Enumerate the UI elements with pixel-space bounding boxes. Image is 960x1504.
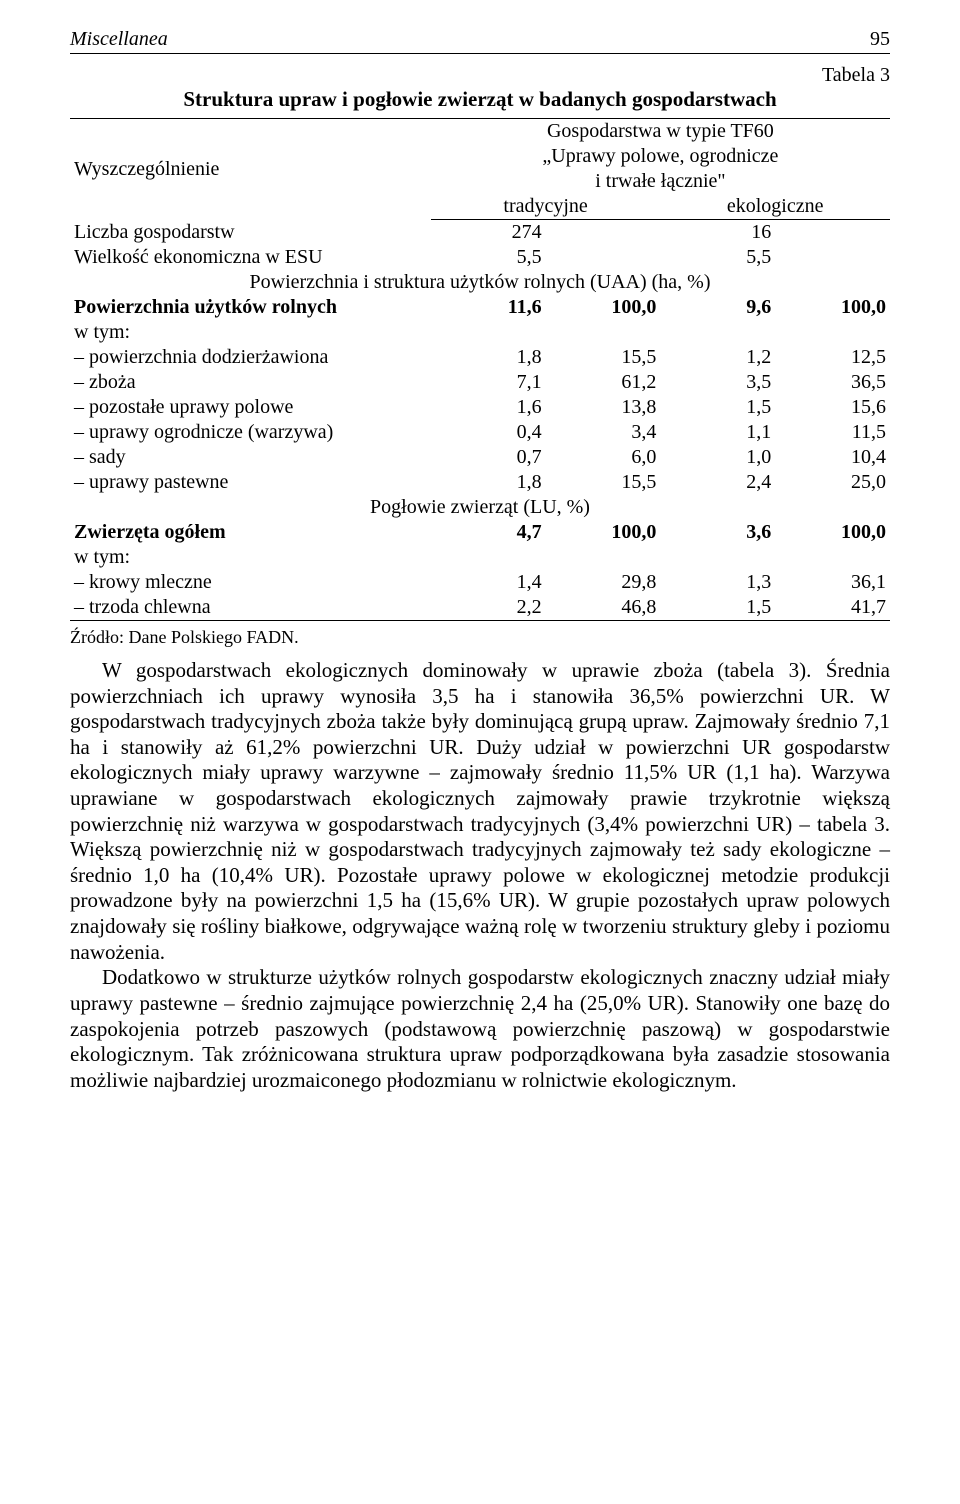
paragraph: W gospodarstwach ekologicznych dominował… <box>70 658 890 965</box>
row-label: – trzoda chlewna <box>70 595 431 621</box>
cell: 36,5 <box>775 370 890 395</box>
cell: 25,0 <box>775 470 890 495</box>
row-label: – uprawy pastewne <box>70 470 431 495</box>
cell <box>775 220 890 246</box>
body-text: W gospodarstwach ekologicznych dominował… <box>70 658 890 1093</box>
row-label: Wielkość ekonomiczna w ESU <box>70 245 431 270</box>
paragraph: Dodatkowo w strukturze użytków rolnych g… <box>70 965 890 1093</box>
cell: 10,4 <box>775 445 890 470</box>
cell: 16 <box>660 220 775 246</box>
section-head-uaa: Powierzchnia i struktura użytków rolnych… <box>70 270 890 295</box>
table-row: Powierzchnia użytków rolnych 11,6 100,0 … <box>70 295 890 320</box>
table-title: Struktura upraw i pogłowie zwierząt w ba… <box>70 87 890 112</box>
running-head: Miscellanea 95 <box>70 28 890 54</box>
row-label: Zwierzęta ogółem <box>70 520 431 545</box>
table-row: Zwierzęta ogółem 4,7 100,0 3,6 100,0 <box>70 520 890 545</box>
page: Miscellanea 95 Tabela 3 Struktura upraw … <box>0 0 960 1504</box>
cell: 15,5 <box>546 345 661 370</box>
cell: 2,4 <box>660 470 775 495</box>
header-sub-left: tradycyjne <box>431 194 661 220</box>
cell: 15,6 <box>775 395 890 420</box>
table-header-row: Wyszczególnienie Gospodarstwa w typie TF… <box>70 119 890 145</box>
table-row: – trzoda chlewna 2,2 46,8 1,5 41,7 <box>70 595 890 621</box>
cell: 1,8 <box>431 470 546 495</box>
table-row: Liczba gospodarstw 274 16 <box>70 220 890 246</box>
row-label: – uprawy ogrodnicze (warzywa) <box>70 420 431 445</box>
cell: 1,6 <box>431 395 546 420</box>
row-label: – pozostałe uprawy polowe <box>70 395 431 420</box>
cell: 1,3 <box>660 570 775 595</box>
cell <box>775 245 890 270</box>
row-label: – powierzchnia dodzierżawiona <box>70 345 431 370</box>
table-row: w tym: <box>70 545 890 570</box>
cell: 1,8 <box>431 345 546 370</box>
cell: 61,2 <box>546 370 661 395</box>
table-row: – uprawy pastewne 1,8 15,5 2,4 25,0 <box>70 470 890 495</box>
cell: 100,0 <box>546 295 661 320</box>
cell: 15,5 <box>546 470 661 495</box>
cell: 41,7 <box>775 595 890 621</box>
table-source: Źródło: Dane Polskiego FADN. <box>70 627 890 648</box>
data-table: Wyszczególnienie Gospodarstwa w typie TF… <box>70 118 890 621</box>
table-row: – powierzchnia dodzierżawiona 1,8 15,5 1… <box>70 345 890 370</box>
cell: 2,2 <box>431 595 546 621</box>
table-row: – sady 0,7 6,0 1,0 10,4 <box>70 445 890 470</box>
cell: 3,5 <box>660 370 775 395</box>
cell: 36,1 <box>775 570 890 595</box>
cell: 11,5 <box>775 420 890 445</box>
cell: 6,0 <box>546 445 661 470</box>
header-group-line3: i trwałe łącznie" <box>431 169 890 194</box>
section-head-lu: Pogłowie zwierząt (LU, %) <box>70 495 890 520</box>
cell: 9,6 <box>660 295 775 320</box>
row-label: w tym: <box>70 320 431 345</box>
cell: 29,8 <box>546 570 661 595</box>
row-label: Liczba gospodarstw <box>70 220 431 246</box>
table-row: Wielkość ekonomiczna w ESU 5,5 5,5 <box>70 245 890 270</box>
header-col1: Wyszczególnienie <box>70 119 431 220</box>
running-title: Miscellanea <box>70 28 168 51</box>
cell: 100,0 <box>775 520 890 545</box>
row-label: w tym: <box>70 545 431 570</box>
row-label: Powierzchnia użytków rolnych <box>70 295 431 320</box>
row-label: – zboża <box>70 370 431 395</box>
header-sub-right: ekologiczne <box>660 194 890 220</box>
cell: 11,6 <box>431 295 546 320</box>
cell: 1,1 <box>660 420 775 445</box>
row-label: – krowy mleczne <box>70 570 431 595</box>
cell: 5,5 <box>431 245 546 270</box>
cell: 1,2 <box>660 345 775 370</box>
table-row: – krowy mleczne 1,4 29,8 1,3 36,1 <box>70 570 890 595</box>
cell: 100,0 <box>546 520 661 545</box>
cell: 3,4 <box>546 420 661 445</box>
cell: 12,5 <box>775 345 890 370</box>
cell <box>546 245 661 270</box>
cell: 100,0 <box>775 295 890 320</box>
section-label: Powierzchnia i struktura użytków rolnych… <box>70 270 890 295</box>
cell: 1,0 <box>660 445 775 470</box>
table-label: Tabela 3 <box>70 64 890 87</box>
cell: 1,5 <box>660 395 775 420</box>
cell: 46,8 <box>546 595 661 621</box>
table-row: – zboża 7,1 61,2 3,5 36,5 <box>70 370 890 395</box>
page-number: 95 <box>870 28 890 51</box>
cell: 4,7 <box>431 520 546 545</box>
section-label: Pogłowie zwierząt (LU, %) <box>70 495 890 520</box>
table-row: w tym: <box>70 320 890 345</box>
table-row: – pozostałe uprawy polowe 1,6 13,8 1,5 1… <box>70 395 890 420</box>
table-row: – uprawy ogrodnicze (warzywa) 0,4 3,4 1,… <box>70 420 890 445</box>
cell: 0,7 <box>431 445 546 470</box>
row-label: – sady <box>70 445 431 470</box>
cell: 0,4 <box>431 420 546 445</box>
cell: 5,5 <box>660 245 775 270</box>
cell: 274 <box>431 220 546 246</box>
cell: 13,8 <box>546 395 661 420</box>
cell: 7,1 <box>431 370 546 395</box>
cell: 3,6 <box>660 520 775 545</box>
cell: 1,5 <box>660 595 775 621</box>
cell <box>546 220 661 246</box>
header-group-line2: „Uprawy polowe, ogrodnicze <box>431 144 890 169</box>
cell: 1,4 <box>431 570 546 595</box>
header-group-line1: Gospodarstwa w typie TF60 <box>431 119 890 145</box>
